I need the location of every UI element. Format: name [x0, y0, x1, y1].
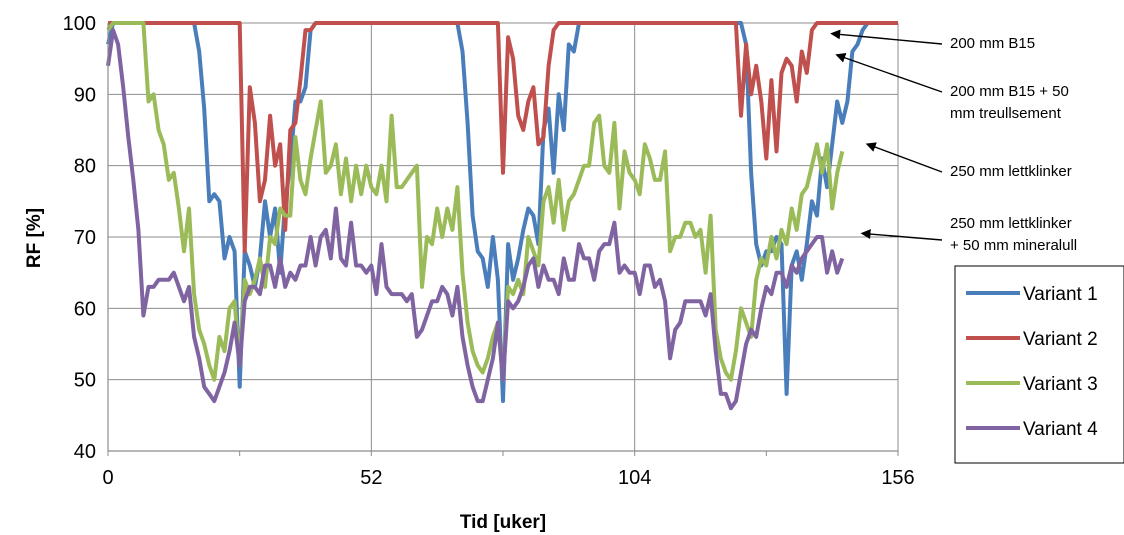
annotation-label: 250 mm lettklinker	[950, 163, 1072, 180]
annotation-label: 200 mm B15	[950, 35, 1035, 52]
annotation-label: 250 mm lettklinker	[950, 215, 1072, 232]
y-tick-label: 60	[74, 298, 96, 320]
x-tick-label: 156	[881, 467, 914, 489]
legend: Variant 1 Variant 2 Variant 3 Variant 4	[954, 265, 1124, 464]
series-line-variant-1	[106, 21, 898, 404]
tick-labels: 40 50 60 70 80 90 100 0 52 104 156	[63, 13, 915, 489]
annotation-label: 200 mm B15 + 50	[950, 83, 1069, 100]
axes	[107, 23, 899, 456]
y-tick-label: 80	[74, 156, 96, 178]
legend-box	[954, 265, 1124, 464]
y-tick-label: 40	[74, 441, 96, 463]
y-tick-label: 70	[74, 227, 96, 249]
annotations: 200 mm B15 200 mm B15 + 50 mm treullsement…	[830, 29, 1077, 254]
y-tick-label: 90	[74, 84, 96, 106]
x-tick-label: 0	[102, 467, 113, 489]
annotation-arrow	[860, 229, 943, 241]
series-lines	[106, 21, 898, 411]
annotation-label: mm treullsement	[950, 105, 1062, 122]
legend-label: Variant 2	[1023, 329, 1098, 350]
legend-label: Variant 4	[1023, 419, 1098, 440]
y-axis-title: RF [%]	[24, 208, 45, 268]
x-axis-title: Tid [uker]	[460, 512, 546, 533]
y-tick-label: 50	[74, 370, 96, 392]
x-tick-label: 52	[360, 467, 382, 489]
annotation-arrow	[830, 29, 943, 45]
y-tick-label: 100	[63, 13, 96, 35]
annotation-arrow	[835, 53, 943, 93]
legend-label: Variant 1	[1023, 284, 1098, 305]
series-line-variant-4	[106, 28, 845, 411]
series-line-variant-2	[108, 21, 898, 254]
series-line-variant-3	[106, 21, 845, 382]
annotation-arrow	[865, 142, 943, 173]
x-tick-label: 104	[618, 467, 651, 489]
annotation-label: + 50 mm mineralull	[950, 237, 1077, 254]
legend-label: Variant 3	[1023, 374, 1098, 395]
